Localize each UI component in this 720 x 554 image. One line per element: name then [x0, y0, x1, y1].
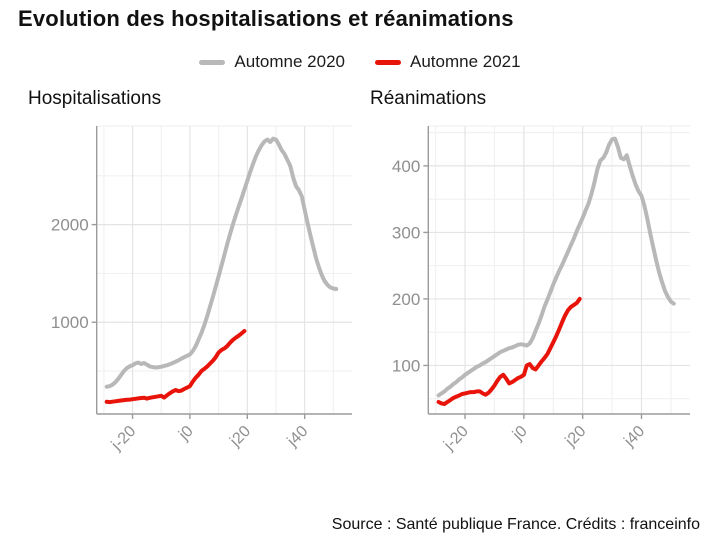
tick-labels: j-20 j0 j20 j40 1000 2000 [51, 216, 312, 455]
tick-labels: j-20 j0 j20 j40 100 200 300 400 [392, 157, 648, 454]
y-tick-label: 100 [392, 356, 420, 375]
series-line-automne-2020 [436, 136, 676, 398]
x-tick-label: j-20 [440, 423, 472, 455]
charts-row: Hospitalisations j-20 j0 j20 j40 1000 2000 Ré… [0, 88, 720, 486]
chart-title-reanimations: Réanimations [370, 88, 487, 109]
y-tick-label: 2000 [51, 216, 89, 235]
chart-title-hospitalisations: Hospitalisations [28, 88, 162, 109]
y-tick-label: 1000 [51, 313, 89, 332]
grid-minor [96, 125, 352, 414]
series-line-automne-2021 [104, 329, 247, 405]
source-credit: Source : Santé publique France. Crédits … [331, 516, 700, 533]
legend-item-automne-2020: Automne 2020 [199, 52, 345, 72]
axes [423, 126, 690, 419]
grid-major [428, 126, 690, 414]
page-title: Evolution des hospitalisations et réanim… [18, 6, 514, 31]
x-tick-label: j20 [226, 423, 254, 451]
legend: Automne 2020 Automne 2021 [0, 52, 720, 72]
axes [91, 126, 352, 419]
x-tick-label: j-20 [108, 423, 140, 455]
x-tick-label: j0 [509, 423, 531, 445]
x-tick-label: j20 [562, 423, 590, 451]
chart-svg-hospitalisations: j-20 j0 j20 j40 1000 2000 [51, 125, 352, 455]
legend-label: Automne 2020 [234, 52, 345, 71]
series-line-automne-2021 [436, 296, 582, 406]
chart-hospitalisations: Hospitalisations j-20 j0 j20 j40 1000 2000 [0, 88, 360, 486]
legend-label: Automne 2021 [410, 52, 521, 71]
x-tick-label: j0 [175, 423, 197, 445]
series-line-automne-2020 [104, 136, 339, 389]
y-tick-label: 400 [392, 157, 420, 176]
legend-item-automne-2021: Automne 2021 [375, 52, 521, 72]
y-tick-label: 300 [392, 223, 420, 242]
chart-reanimations: Réanimations j-20 j0 j20 j40 100 200 300 400 [360, 88, 720, 486]
x-tick-label: j40 [620, 423, 648, 451]
legend-swatch-gray [199, 59, 226, 65]
legend-swatch-red [375, 59, 401, 65]
x-tick-label: j40 [284, 423, 312, 451]
y-tick-label: 200 [392, 290, 420, 309]
chart-svg-reanimations: j-20 j0 j20 j40 100 200 300 400 [392, 125, 690, 454]
